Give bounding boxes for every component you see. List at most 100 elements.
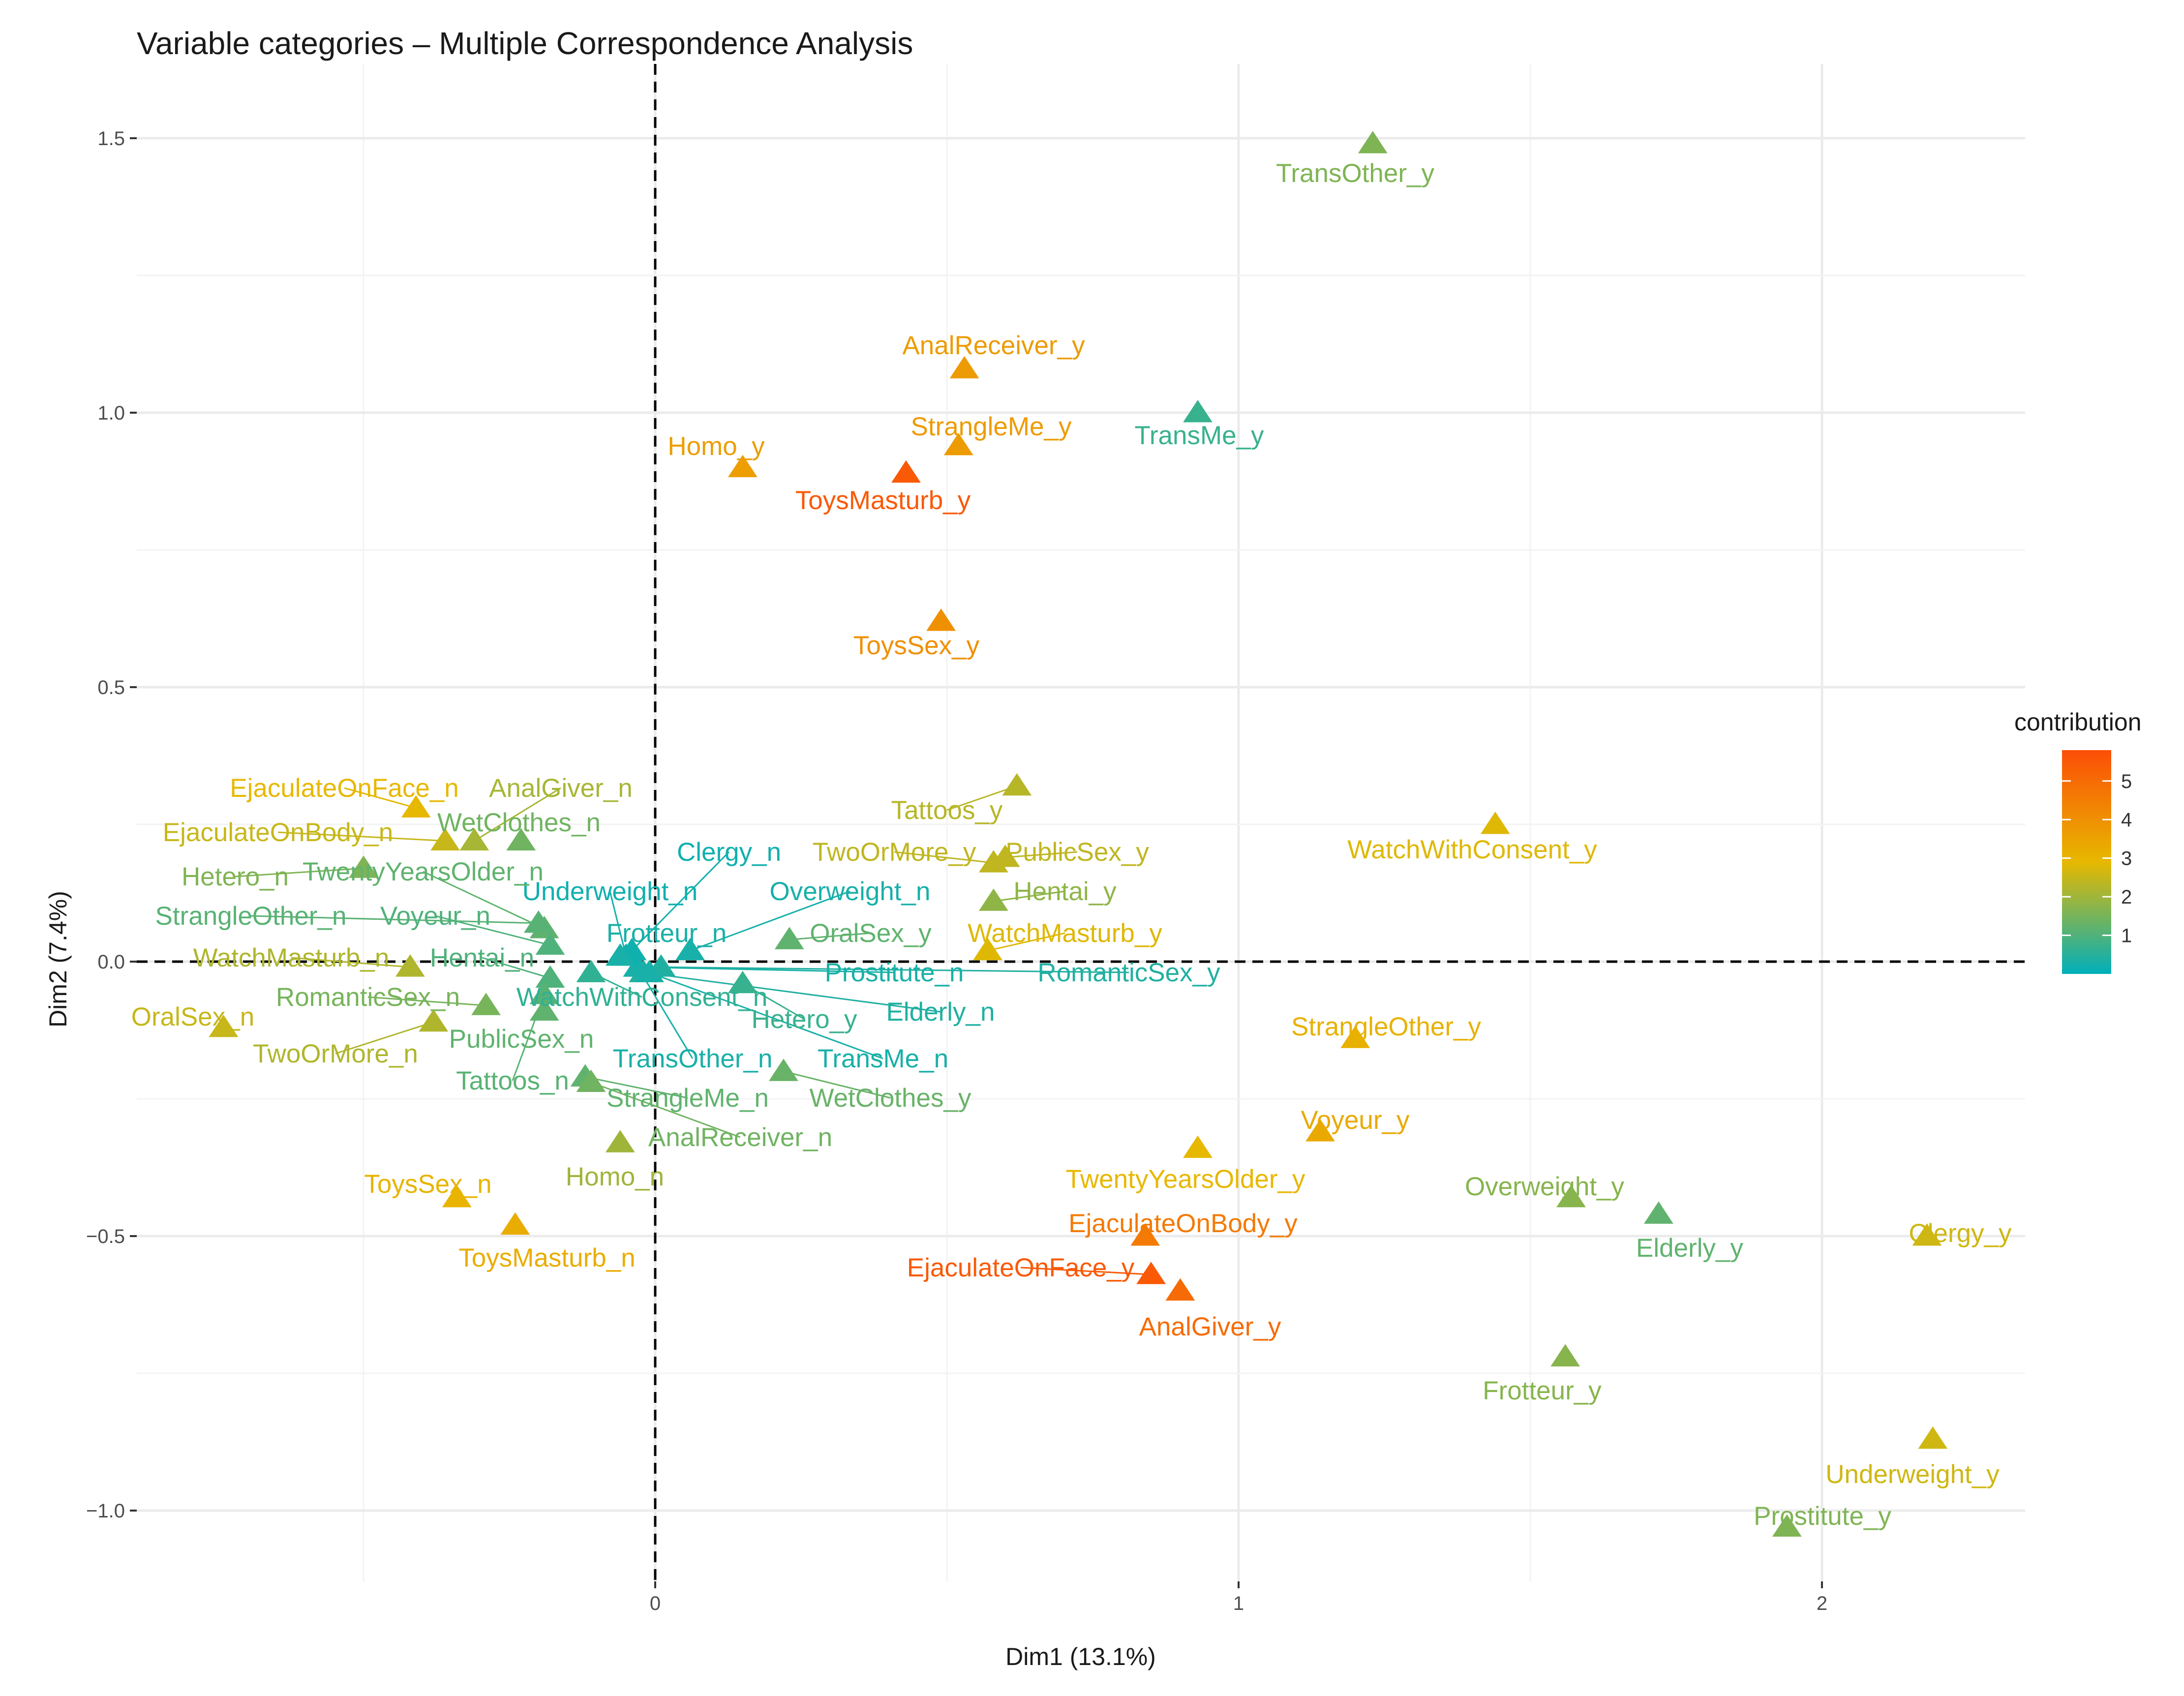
leader-line [789, 932, 871, 940]
point-label: Underweight_n [522, 877, 698, 906]
point-marker [605, 1130, 635, 1152]
point-label: Homo_n [566, 1162, 664, 1191]
point-marker [1305, 1119, 1335, 1142]
point-label: Hentai_n [430, 943, 534, 972]
point-marker [1358, 131, 1388, 153]
point-label: StrangleMe_y [910, 412, 1072, 441]
point-marker [1480, 812, 1510, 834]
point-marker [401, 795, 431, 818]
point-marker [943, 432, 973, 455]
point-label: EjaculateOnFace_y [907, 1253, 1135, 1282]
point-marker [576, 960, 606, 982]
point-label: Clergy_n [677, 838, 781, 867]
y-tick-label: −1.0 [86, 1500, 125, 1522]
point-label: WatchMasturb_n [193, 943, 390, 972]
point-label: StrangleOther_n [155, 902, 347, 931]
point-marker [471, 993, 501, 1015]
point-label: ToysSex_y [853, 631, 980, 660]
x-tick-label: 2 [1817, 1593, 1827, 1614]
point-label: TransOther_y [1276, 159, 1435, 188]
point-label: TransOther_n [612, 1044, 772, 1073]
point-label: Elderly_y [1636, 1234, 1743, 1263]
x-tick-label: 0 [650, 1593, 661, 1614]
point-label: Homo_y [667, 432, 765, 461]
point-marker [349, 855, 378, 878]
point-marker [926, 608, 956, 631]
point-label: Voyeur_n [380, 902, 490, 931]
leader-line [1005, 851, 1078, 858]
point-label: WatchWithConsent_y [1347, 835, 1597, 864]
point-marker [535, 965, 565, 988]
point-label: RomanticSex_y [1037, 958, 1220, 987]
point-label: Tattoos_n [456, 1066, 569, 1095]
leader-line [344, 787, 417, 809]
legend-tick-label: 4 [2121, 809, 2132, 831]
point-marker [576, 1069, 606, 1092]
point-marker [500, 1212, 530, 1235]
point-label: WatchMasturb_y [968, 919, 1162, 948]
point-label: Prostitute_y [1754, 1502, 1891, 1531]
leader-line [277, 831, 446, 842]
leader-line [435, 915, 550, 946]
point-marker [990, 844, 1020, 867]
point-label: Underweight_y [1825, 1460, 2000, 1489]
point-marker [728, 454, 758, 478]
point-marker [1183, 400, 1213, 423]
point-marker [442, 1184, 472, 1208]
point-label: TransMe_y [1134, 421, 1264, 450]
point-label: StrangleOther_y [1291, 1012, 1481, 1041]
leader-line [643, 971, 941, 1013]
legend-tick-label: 3 [2121, 848, 2132, 870]
legend-ticks: 1 2 3 4 5 [2062, 771, 2132, 947]
point-marker [973, 938, 1002, 961]
point-marker [529, 981, 559, 1004]
point-marker [605, 943, 635, 966]
point-label: PublicSex_y [1005, 838, 1149, 867]
point-marker [419, 1009, 449, 1032]
leader-line [1020, 1267, 1152, 1275]
leader-line [250, 915, 539, 924]
legend-tick-label: 1 [2121, 925, 2132, 947]
contribution-legend: contribution 1 2 3 4 5 [2014, 708, 2142, 974]
point-marker [774, 927, 804, 949]
point-marker [395, 954, 425, 977]
grid-layer [137, 64, 2025, 1581]
point-label: OralSex_y [810, 919, 932, 948]
legend-title: contribution [2014, 708, 2142, 736]
point-marker [1002, 773, 1032, 796]
leader-line [423, 871, 545, 930]
point-label: Tattoos_y [891, 796, 1003, 825]
leader-line [482, 957, 550, 979]
point-label: ToysMasturb_n [458, 1243, 635, 1272]
point-label: Overweight_y [1465, 1172, 1625, 1201]
y-tick-label: 1.5 [97, 128, 125, 150]
point-label: TwoOrMore_n [253, 1039, 418, 1068]
point-marker [535, 932, 565, 955]
legend-tick-label: 5 [2121, 771, 2132, 792]
legend-colorbar [2062, 750, 2111, 974]
point-label: AnalReceiver_n [648, 1123, 832, 1152]
leader-line [946, 785, 1017, 811]
point-label: Frotteur_n [607, 919, 727, 948]
point-label: Hetero_n [182, 862, 289, 891]
point-label: Hetero_y [751, 1005, 857, 1034]
point-label: AnalGiver_n [489, 774, 633, 803]
leader-line [649, 971, 883, 1060]
y-tick-label: 0.0 [97, 951, 125, 973]
leader-line [987, 932, 1065, 952]
point-marker [1340, 1026, 1370, 1048]
point-label: Elderly_n [886, 998, 995, 1027]
y-tick-label: −0.5 [86, 1226, 125, 1247]
point-marker [1772, 1514, 1802, 1537]
point-marker [1556, 1184, 1586, 1208]
label-leader-lines [235, 785, 1152, 1275]
legend-tick-label: 2 [2121, 886, 2132, 908]
point-marker [523, 910, 553, 933]
chart-title: Variable categories – Multiple Correspon… [137, 26, 913, 61]
leader-line [661, 966, 1129, 973]
point-marker [1918, 1426, 1948, 1449]
data-points [209, 131, 1948, 1537]
point-marker [1136, 1262, 1166, 1284]
point-marker [769, 1059, 798, 1081]
